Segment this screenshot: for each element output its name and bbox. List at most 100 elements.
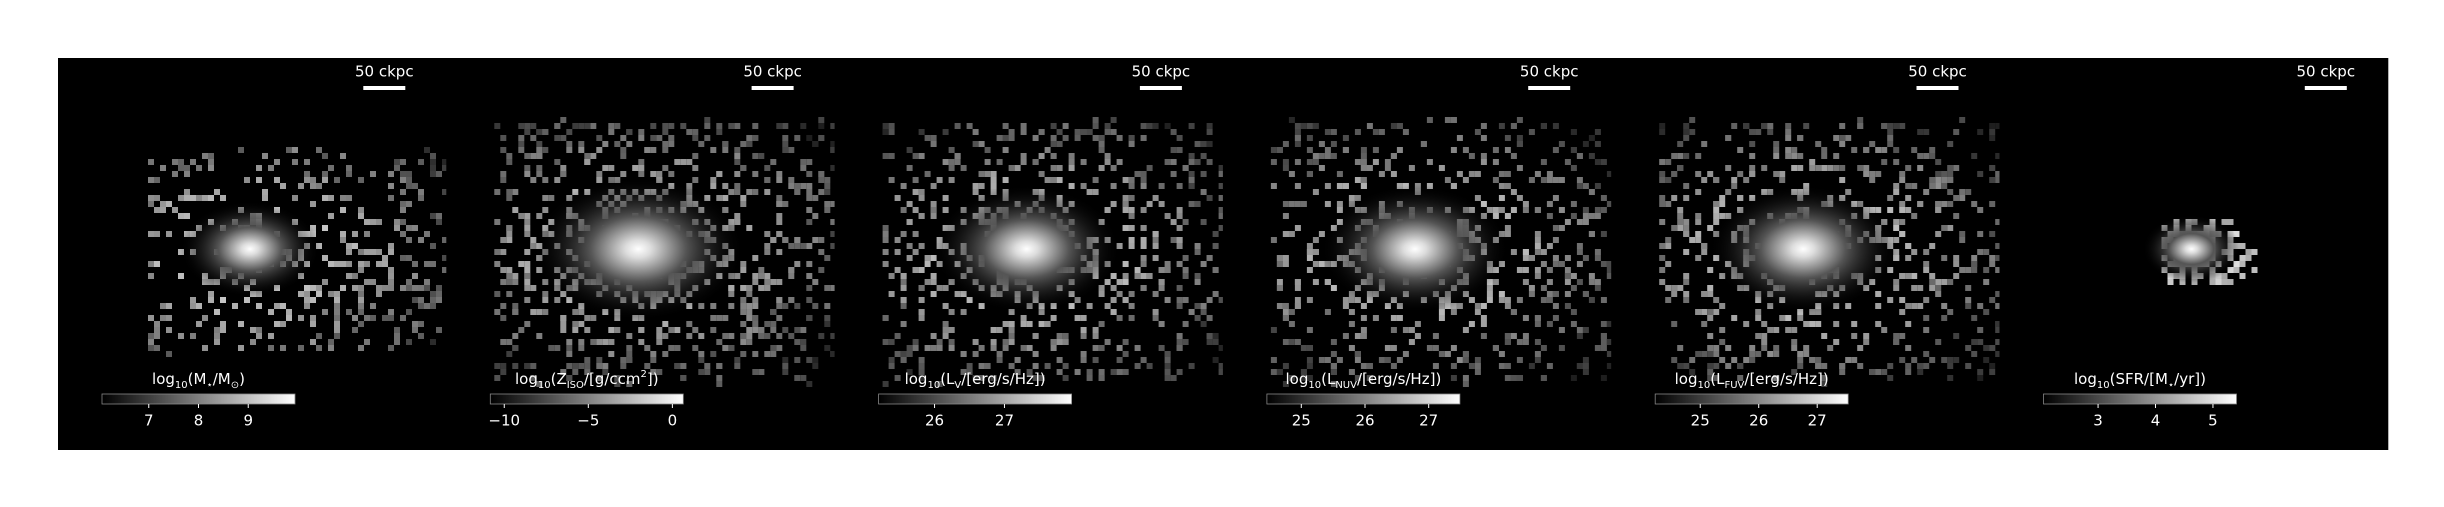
pixel: [704, 135, 711, 141]
pixel: [500, 339, 507, 345]
pixel: [1534, 171, 1541, 177]
pixel: [196, 303, 202, 309]
pixel: [370, 249, 376, 255]
pixel: [978, 141, 985, 147]
pixel: [1839, 141, 1846, 147]
pixel: [900, 273, 907, 279]
pixel: [1540, 123, 1547, 129]
pixel: [1282, 213, 1289, 219]
pixel: [764, 165, 771, 171]
pixel: [400, 159, 406, 165]
pixel: [1354, 297, 1361, 303]
pixel: [1348, 195, 1355, 201]
pixel: [1276, 303, 1283, 309]
pixel: [1348, 369, 1355, 375]
pixel: [388, 267, 394, 273]
pixel: [764, 249, 771, 255]
pixel: [1881, 123, 1888, 129]
pixel: [430, 159, 436, 165]
pixel: [518, 327, 525, 333]
pixel: [1336, 183, 1343, 189]
pixel: [1324, 129, 1331, 135]
pixel: [346, 261, 352, 267]
pixel: [578, 309, 585, 315]
pixel: [418, 297, 424, 303]
pixel: [1194, 279, 1201, 285]
pixel: [220, 327, 226, 333]
pixel: [776, 315, 783, 321]
pixel: [1294, 339, 1301, 345]
pixel: [794, 237, 801, 243]
pixel: [1450, 147, 1457, 153]
pixel: [1594, 213, 1601, 219]
pixel: [1594, 207, 1601, 213]
label-part: log: [2074, 370, 2097, 388]
pixel: [1348, 309, 1355, 315]
pixel: [382, 261, 388, 267]
pixel: [656, 327, 663, 333]
pixel: [202, 153, 208, 159]
pixel: [1134, 273, 1141, 279]
pixel: [1002, 123, 1009, 129]
pixel: [1809, 165, 1816, 171]
pixel: [256, 165, 262, 171]
pixel: [710, 303, 717, 309]
pixel: [740, 339, 747, 345]
pixel: [2221, 219, 2228, 225]
pixel: [1450, 183, 1457, 189]
pixel: [518, 213, 525, 219]
pixel: [1935, 207, 1942, 213]
pixel: [1552, 177, 1559, 183]
pixel: [978, 171, 985, 177]
core-glow: [2142, 215, 2241, 283]
pixel: [370, 279, 376, 285]
pixel: [1056, 165, 1063, 171]
pixel: [524, 219, 531, 225]
pixel: [1965, 189, 1972, 195]
pixel: [172, 207, 178, 213]
pixel: [1791, 153, 1798, 159]
pixel: [406, 183, 412, 189]
pixel: [1026, 369, 1033, 375]
pixel: [1372, 159, 1379, 165]
pixel: [524, 321, 531, 327]
pixel: [1044, 177, 1051, 183]
pixel: [590, 153, 597, 159]
pixel: [436, 297, 442, 303]
pixel: [1492, 159, 1499, 165]
pixel: [1020, 153, 1027, 159]
pixel: [734, 123, 741, 129]
pixel: [1372, 129, 1379, 135]
pixel: [388, 315, 394, 321]
pixel: [740, 141, 747, 147]
colorbar-label: log10(SFR/[M⋆/yr]): [2074, 370, 2206, 391]
pixel: [698, 333, 705, 339]
pixel: [1134, 267, 1141, 273]
pixel: [560, 321, 567, 327]
pixel: [1725, 363, 1732, 369]
pixel: [1713, 297, 1720, 303]
pixel: [1188, 159, 1195, 165]
pixel: [1300, 345, 1307, 351]
pixel: [1594, 255, 1601, 261]
pixel: [806, 189, 813, 195]
pixel: [1128, 141, 1135, 147]
pixel: [1426, 159, 1433, 165]
pixel: [1695, 171, 1702, 177]
pixel: [1116, 357, 1123, 363]
pixel: [1092, 123, 1099, 129]
pixel: [924, 135, 931, 141]
pixel: [214, 333, 220, 339]
pixel: [1282, 201, 1289, 207]
pixel: [1713, 351, 1720, 357]
pixel: [542, 291, 549, 297]
pixel: [166, 231, 172, 237]
pixel: [436, 285, 442, 291]
pixel: [1044, 321, 1051, 327]
pixel: [1821, 153, 1828, 159]
pixel: [346, 171, 352, 177]
pixel: [388, 309, 394, 315]
pixel: [1062, 135, 1069, 141]
pixel: [388, 273, 394, 279]
pixel: [394, 339, 400, 345]
